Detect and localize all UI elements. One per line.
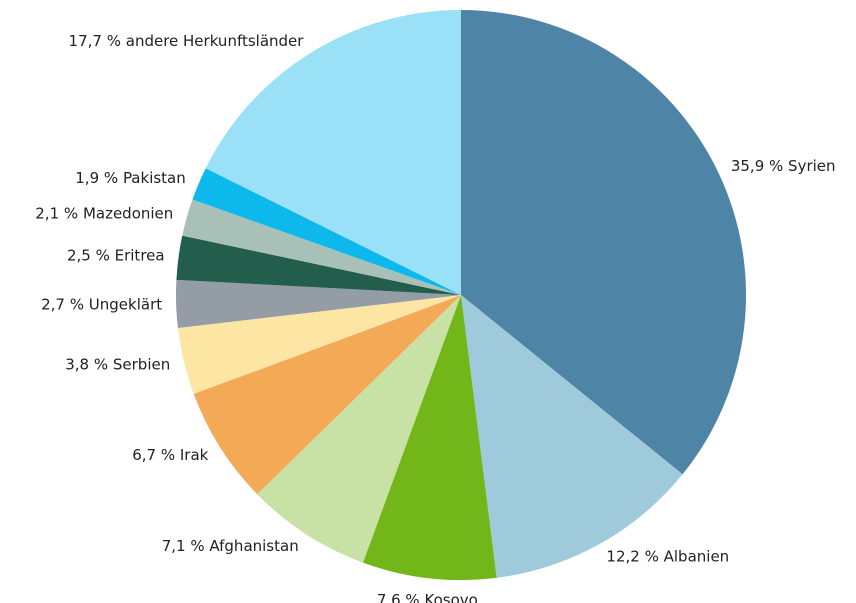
category-label: Pakistan (123, 169, 186, 187)
value-label: 7,6 % (377, 591, 420, 603)
slice-label: 2,7 % Ungeklärt (41, 295, 162, 313)
category-label: Eritrea (115, 246, 165, 264)
slice-label: 2,1 % Mazedonien (35, 204, 173, 222)
slice-label: 35,9 % Syrien (731, 157, 836, 175)
pie-slice (362, 295, 497, 581)
pie-slice (182, 199, 462, 295)
pie-slice (177, 295, 461, 394)
category-label: Afghanistan (209, 537, 298, 555)
category-label: Albanien (664, 547, 730, 565)
slice-label: 7,6 % Kosovo (377, 591, 478, 603)
slice-label: 7,1 % Afghanistan (162, 537, 299, 555)
category-label: Serbien (113, 355, 170, 373)
value-label: 7,1 % (162, 537, 205, 555)
category-label: Mazedonien (83, 204, 173, 222)
pie-slice (461, 295, 683, 578)
pie-slice (193, 295, 461, 495)
value-label: 2,5 % (67, 246, 110, 264)
slice-label: 17,7 % andere Herkunftsländer (69, 31, 305, 49)
pie-slice (176, 279, 462, 328)
value-label: 17,7 % (69, 31, 121, 49)
value-label: 6,7 % (132, 445, 175, 463)
value-label: 35,9 % (731, 157, 783, 175)
value-label: 12,2 % (606, 547, 658, 565)
pie-slice (205, 10, 461, 295)
slice-label: 6,7 % Irak (132, 445, 208, 463)
slice-label: 2,5 % Eritrea (67, 246, 165, 264)
pie-slice (461, 10, 747, 475)
category-label: Irak (180, 445, 209, 463)
slice-label: 12,2 % Albanien (606, 547, 729, 565)
value-label: 3,8 % (65, 355, 108, 373)
value-label: 2,1 % (35, 204, 78, 222)
category-label: Syrien (788, 157, 835, 175)
pie-slice (257, 295, 461, 563)
pie-slice (176, 235, 462, 295)
value-label: 1,9 % (75, 169, 118, 187)
slice-label: 1,9 % Pakistan (75, 169, 185, 187)
category-label: Ungeklärt (89, 295, 162, 313)
value-label: 2,7 % (41, 295, 84, 313)
category-label: andere Herkunftsländer (126, 31, 305, 49)
category-label: Kosovo (424, 591, 477, 603)
pie-slice (192, 168, 461, 295)
slice-label: 3,8 % Serbien (65, 355, 170, 373)
